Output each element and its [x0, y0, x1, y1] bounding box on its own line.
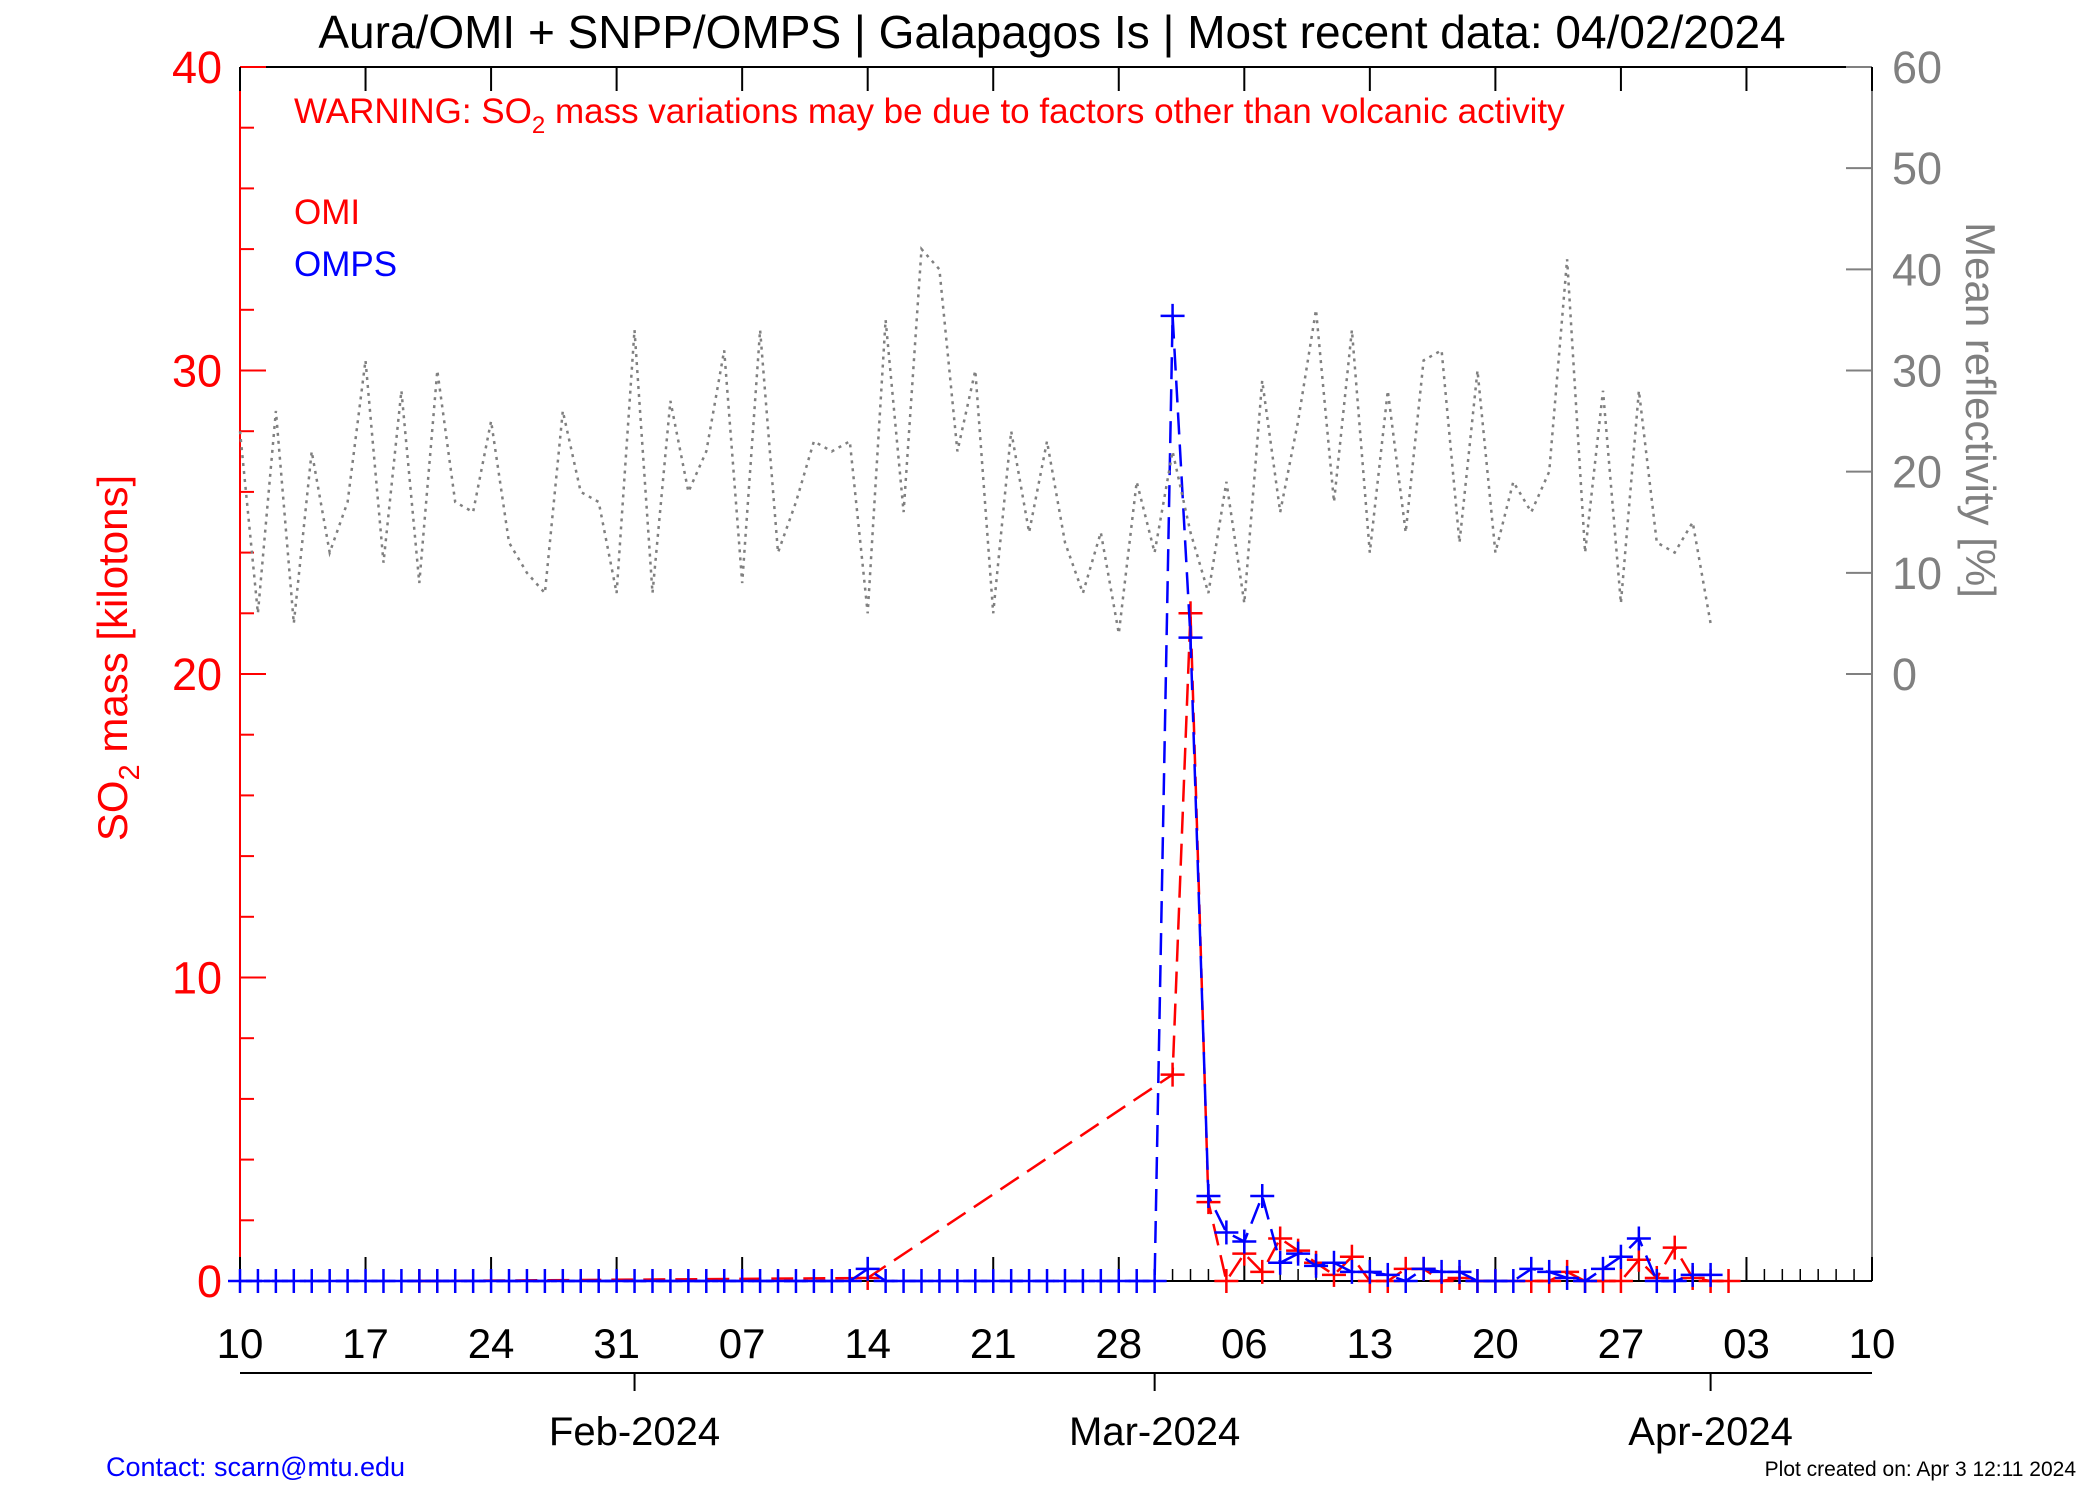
- x-axis-tick-label: 07: [719, 1320, 766, 1367]
- right-axis-title: Mean reflectivity [%]: [1957, 222, 2004, 598]
- data-point-omps: [1232, 1229, 1257, 1254]
- footer-contact: Contact: scarn@mtu.edu: [106, 1452, 405, 1482]
- data-point-omps: [1321, 1250, 1346, 1275]
- right-axis-tick-label: 60: [1892, 42, 1942, 93]
- right-axis-tick-label: 10: [1892, 548, 1942, 599]
- data-point-omi: [1268, 1226, 1293, 1251]
- left-axis-title-suffix: mass [kilotons]: [89, 475, 136, 764]
- data-point-omps: [1608, 1244, 1633, 1269]
- data-point-omps: [1268, 1250, 1293, 1275]
- left-axis-title: SO2 mass [kilotons]: [89, 475, 146, 841]
- series-line-mean-reflectivity: [238, 246, 1712, 634]
- data-point-omi: [1214, 1269, 1239, 1293]
- data-point-omi: [1250, 1259, 1275, 1284]
- data-point-omps: [1142, 1269, 1167, 1293]
- data-point-omps: [855, 1256, 880, 1281]
- series-layer: [228, 246, 1741, 1293]
- x-axis-tick-label: 03: [1723, 1320, 1770, 1367]
- right-axis-tick-label: 20: [1892, 447, 1942, 498]
- right-axis: 0 10 20 30 40 50 60: [1846, 42, 1942, 1281]
- chart-title: Aura/OMI + SNPP/OMPS | Galapagos Is | Mo…: [318, 6, 1785, 58]
- warning-prefix: WARNING: SO: [294, 92, 532, 131]
- left-axis-tick-label: 40: [172, 42, 222, 93]
- data-point-omps: [1501, 1269, 1526, 1293]
- x-axis-tick-label: 10: [217, 1320, 264, 1367]
- data-point-omps: [1447, 1259, 1472, 1284]
- right-axis-tick-label: 40: [1892, 244, 1942, 295]
- x-axis-tick-label: 24: [468, 1320, 515, 1367]
- svg-text:Mean reflectivity [%]: Mean reflectivity [%]: [1957, 222, 2004, 598]
- data-point-omi: [1716, 1269, 1741, 1293]
- legend-omps: OMPS: [294, 245, 397, 284]
- x-axis-tick-label: 21: [970, 1320, 1017, 1367]
- left-axis-tick-label: 10: [172, 953, 222, 1004]
- data-point-omi: [1160, 1062, 1185, 1087]
- warning-note: WARNING: SO2 mass variations may be due …: [294, 92, 1565, 139]
- data-point-omps: [1357, 1259, 1382, 1284]
- data-point-omps: [1286, 1241, 1311, 1266]
- data-point-omps: [1411, 1256, 1436, 1281]
- x-axis-tick-label: 17: [342, 1320, 389, 1367]
- warning-subscript: 2: [532, 112, 545, 139]
- x-axis-tick-label: 28: [1095, 1320, 1142, 1367]
- month-axis-label: Feb-2024: [549, 1410, 720, 1454]
- data-point-omps: [837, 1269, 862, 1293]
- data-point-omps: [1626, 1226, 1651, 1251]
- left-axis: 0 10 20 30 40: [172, 42, 266, 1307]
- month-axis-label: Mar-2024: [1069, 1410, 1240, 1454]
- x-axis-tick-label: 27: [1598, 1320, 1645, 1367]
- left-axis-tick-label: 0: [197, 1256, 222, 1307]
- x-axis-tick-label: 31: [593, 1320, 640, 1367]
- right-axis-tick-label: 30: [1892, 346, 1942, 397]
- legend-omi: OMI: [294, 193, 360, 232]
- left-axis-title-prefix: SO: [89, 780, 136, 841]
- data-point-omps: [1250, 1184, 1275, 1209]
- data-point-omps: [1393, 1269, 1418, 1293]
- x-axis-tick-label: 20: [1472, 1320, 1519, 1367]
- data-point-omps: [1375, 1262, 1400, 1287]
- left-axis-title-subscript: 2: [114, 764, 146, 780]
- data-point-omi: [1662, 1235, 1687, 1260]
- data-point-omps: [1698, 1262, 1723, 1287]
- data-point-omps: [1555, 1265, 1580, 1290]
- x-axis-tick-label: 13: [1346, 1320, 1393, 1367]
- data-point-omps: [1519, 1256, 1544, 1281]
- x-axis-tick-label: 14: [844, 1320, 891, 1367]
- x-axis-tick-label: 10: [1849, 1320, 1896, 1367]
- data-point-omps: [1196, 1184, 1221, 1209]
- month-axis: Feb-2024 Mar-2024 Apr-2024: [240, 1372, 1872, 1454]
- data-point-omps: [1214, 1220, 1239, 1245]
- left-axis-tick-label: 30: [172, 346, 222, 397]
- svg-text:SO2 mass [kilotons]: SO2 mass [kilotons]: [89, 475, 146, 841]
- footer-created: Plot created on: Apr 3 12:11 2024: [1765, 1458, 2077, 1481]
- data-point-omps: [1662, 1269, 1687, 1293]
- left-axis-tick-label: 20: [172, 649, 222, 700]
- data-point-omps: [1573, 1269, 1598, 1293]
- right-axis-tick-label: 50: [1892, 143, 1942, 194]
- data-point-omps: [1160, 303, 1185, 328]
- data-point-omps: [1178, 625, 1203, 650]
- month-axis-label: Apr-2024: [1628, 1410, 1793, 1454]
- warning-suffix: mass variations may be due to factors ot…: [545, 92, 1565, 131]
- data-point-omps: [1590, 1256, 1615, 1281]
- right-axis-tick-label: 0: [1892, 649, 1917, 700]
- data-point-omps: [1537, 1259, 1562, 1284]
- data-point-omi: [1608, 1269, 1633, 1293]
- data-point-omps: [1304, 1253, 1329, 1278]
- x-axis-tick-label: 06: [1221, 1320, 1268, 1367]
